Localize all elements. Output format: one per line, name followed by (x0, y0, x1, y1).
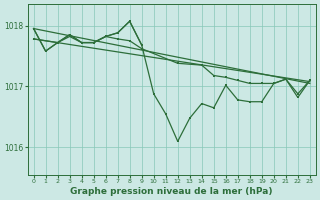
X-axis label: Graphe pression niveau de la mer (hPa): Graphe pression niveau de la mer (hPa) (70, 187, 273, 196)
